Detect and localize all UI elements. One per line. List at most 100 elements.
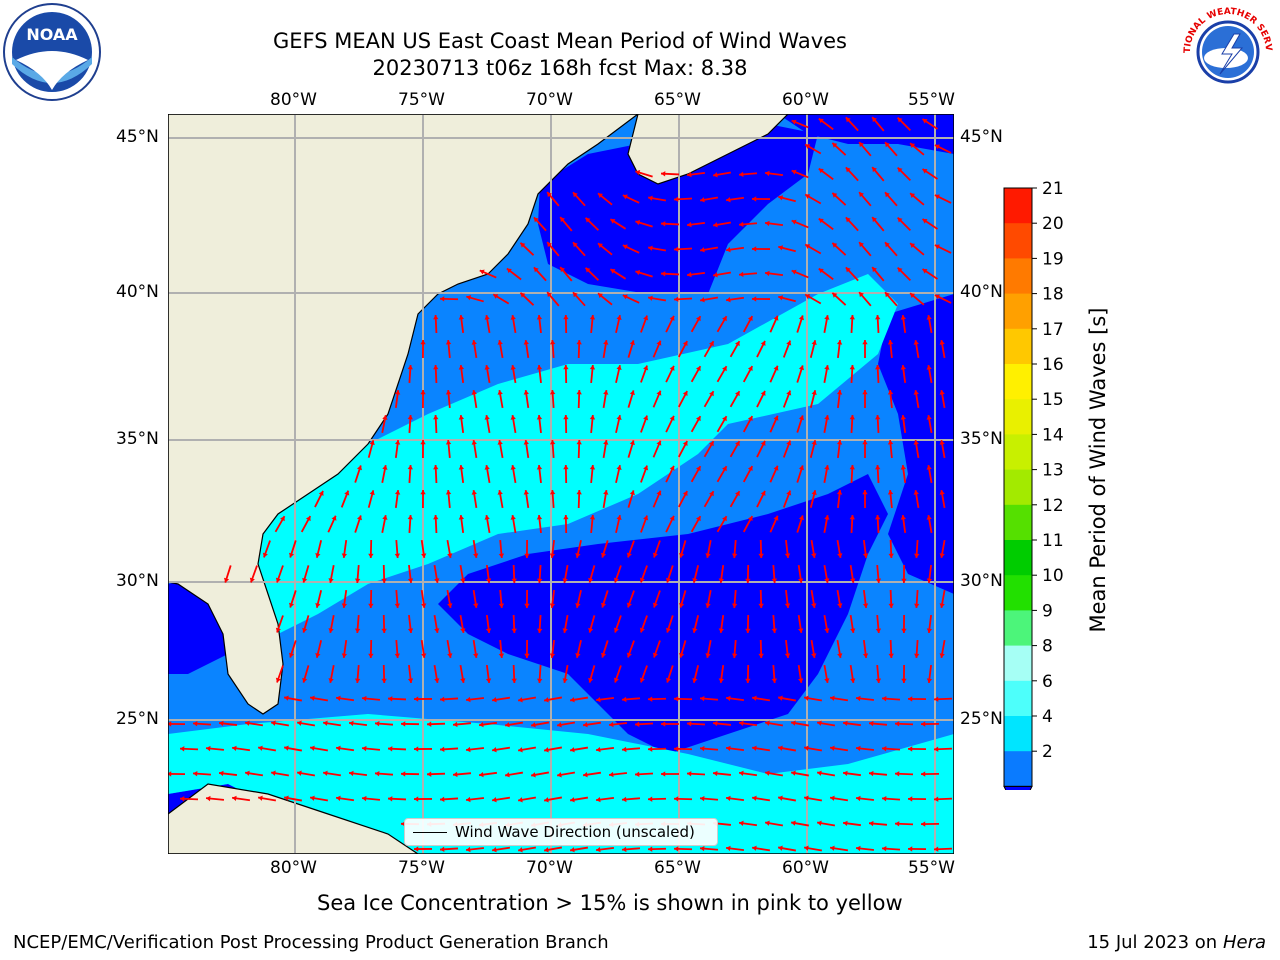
wind-arrow-head xyxy=(648,796,653,802)
wind-arrow-head xyxy=(922,119,928,124)
wind-arrow-head xyxy=(349,720,354,727)
wind-arrow-head xyxy=(778,795,783,801)
wind-arrow-head xyxy=(354,628,361,633)
wind-arrow-head xyxy=(433,365,439,370)
wind-arrow-head xyxy=(926,315,932,320)
wind-arrow-head xyxy=(791,219,797,225)
wind-arrow-head xyxy=(705,653,711,658)
wind-arrow-head xyxy=(433,515,439,520)
wind-arrow-head xyxy=(786,340,792,346)
wind-arrow-head xyxy=(900,515,907,520)
wind-arrow-head xyxy=(872,217,877,223)
wind-arrow-head xyxy=(824,465,830,470)
wind-arrow-head xyxy=(629,390,635,396)
wind-arrow-head xyxy=(492,697,497,703)
wind-arrow-head xyxy=(735,391,740,397)
wind-arrow-head xyxy=(665,627,672,633)
wind-arrow-head xyxy=(596,696,601,703)
wind-arrow-head xyxy=(888,553,894,558)
wind-arrow-head xyxy=(798,415,805,421)
wind-arrow-head xyxy=(862,340,868,345)
wind-arrow-head xyxy=(511,578,517,583)
wind-arrow-head xyxy=(471,490,477,495)
wind-arrow-head xyxy=(520,292,526,298)
wind-arrow-head xyxy=(271,720,276,726)
wind-arrow-head xyxy=(460,578,466,583)
wind-arrow-head xyxy=(735,491,740,497)
wind-arrow-head xyxy=(536,465,543,470)
wind-arrow-head xyxy=(533,217,539,223)
colorbar-segment xyxy=(1004,716,1032,752)
wind-arrow-head xyxy=(394,440,401,445)
wind-arrow-head xyxy=(786,440,792,446)
map-panel xyxy=(166,113,955,855)
wind-arrow-head xyxy=(219,720,224,727)
wind-arrow-head xyxy=(695,366,701,372)
wind-arrow-head xyxy=(922,169,928,174)
wind-arrow-head xyxy=(219,770,224,777)
wind-arrow-head xyxy=(460,678,466,683)
wind-arrow-head xyxy=(765,170,770,177)
wind-arrow-head xyxy=(900,365,907,370)
wind-arrow-head xyxy=(760,440,766,446)
wind-arrow-head xyxy=(492,847,497,853)
wind-arrow-head xyxy=(549,603,556,608)
wind-arrow-head xyxy=(805,294,811,299)
wind-arrow-head xyxy=(885,292,890,298)
wind-arrow-head xyxy=(206,795,211,802)
wind-arrow-head xyxy=(804,795,809,801)
wind-arrow-head xyxy=(575,653,581,658)
wind-arrow-head xyxy=(726,745,731,752)
wind-arrow-head xyxy=(718,628,725,633)
wind-arrow-head xyxy=(811,553,817,558)
wind-arrow-head xyxy=(921,771,926,777)
wind-arrow-head xyxy=(798,578,804,583)
wind-arrow-head xyxy=(524,553,530,558)
wind-arrow-head xyxy=(665,577,672,583)
wind-arrow-head xyxy=(544,697,549,703)
wind-arrow-head xyxy=(484,465,490,470)
wind-arrow-head xyxy=(939,653,945,658)
colorbar-tick-label: 9 xyxy=(1042,601,1053,621)
wind-arrow-head xyxy=(811,653,817,658)
wind-arrow-head xyxy=(934,144,940,150)
wind-arrow-head xyxy=(695,416,701,422)
wind-arrow-head xyxy=(328,628,334,633)
wind-arrow-head xyxy=(818,218,824,224)
wind-arrow-head xyxy=(687,771,692,777)
wind-arrow-head xyxy=(440,846,445,852)
wind-arrow-head xyxy=(882,746,887,752)
wind-arrow-head xyxy=(811,340,817,346)
wind-arrow-head xyxy=(726,845,731,852)
lon-tick-bottom: 55°W xyxy=(908,858,955,878)
wind-arrow-head xyxy=(318,490,324,496)
wind-arrow-head xyxy=(433,415,439,420)
wind-arrow-head xyxy=(388,696,393,702)
wind-arrow-head xyxy=(901,628,907,633)
wind-arrow-head xyxy=(682,441,688,447)
wind-arrow-head xyxy=(643,315,649,321)
wind-arrow-head xyxy=(485,578,492,583)
wind-arrow-head xyxy=(414,746,419,752)
wind-arrow-head xyxy=(245,720,250,726)
footer-left: NCEP/EMC/Verification Post Processing Pr… xyxy=(13,932,609,953)
wind-arrow-head xyxy=(913,490,919,495)
wind-arrow-head xyxy=(315,553,321,558)
wind-arrow-head xyxy=(622,846,627,853)
lat-tick-left: 30°N xyxy=(116,571,159,591)
wind-arrow-head xyxy=(773,515,779,521)
lon-tick-bottom: 70°W xyxy=(526,858,573,878)
wind-arrow-head xyxy=(718,678,725,683)
wind-arrow-head xyxy=(589,315,596,320)
wind-arrow-head xyxy=(458,415,465,420)
colorbar-tick-label: 18 xyxy=(1042,285,1064,305)
wind-arrow-head xyxy=(656,390,662,396)
wind-arrow-head xyxy=(745,628,751,633)
wind-arrow-head xyxy=(523,340,529,345)
wind-arrow-head xyxy=(498,653,505,658)
wind-arrow-head xyxy=(479,771,484,778)
sea-ice-note: Sea Ice Concentration > 15% is shown in … xyxy=(317,891,903,915)
wind-arrow-head xyxy=(629,490,635,496)
wind-arrow-head xyxy=(709,391,714,397)
wind-arrow-head xyxy=(921,821,926,827)
